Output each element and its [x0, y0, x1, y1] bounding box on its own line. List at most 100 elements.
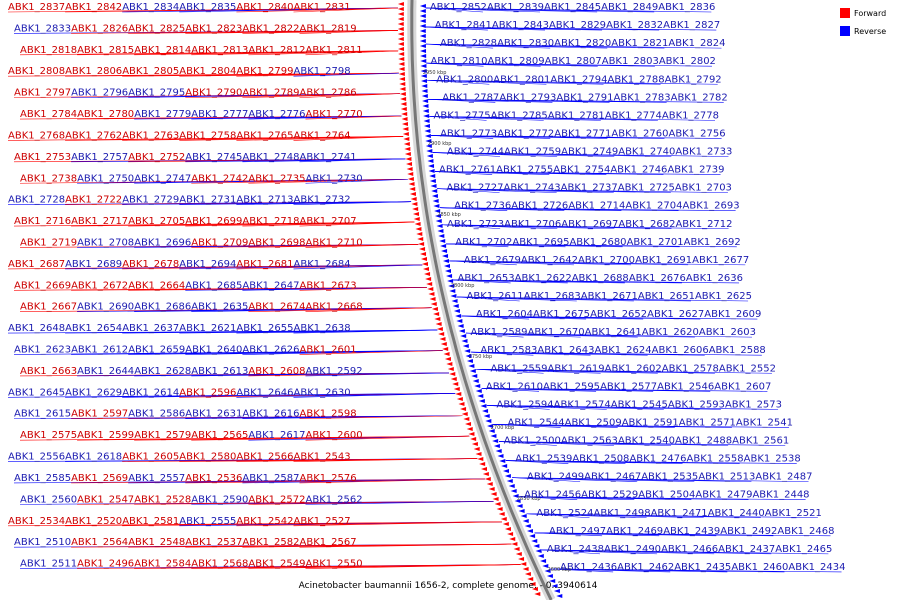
reverse-gene-arrow — [425, 139, 432, 143]
connector-line — [432, 152, 729, 157]
forward-gene-arrow — [434, 317, 441, 321]
reverse-gene-arrow — [451, 299, 458, 303]
gene-label: ABK1_2583 — [480, 345, 537, 356]
forward-gene-arrow — [421, 262, 428, 266]
gene-label: ABK1_2760 — [611, 128, 668, 139]
gene-label: ABK1_2618 — [65, 452, 122, 463]
forward-gene-arrow — [486, 482, 493, 486]
gene-label: ABK1_2807 — [545, 56, 602, 67]
gene-label: ABK1_2684 — [294, 259, 351, 270]
forward-gene-arrow — [399, 82, 406, 86]
gene-label: ABK1_2621 — [179, 323, 236, 334]
gene-label: ABK1_2812 — [248, 45, 305, 56]
forward-gene-arrow — [452, 382, 459, 386]
forward-gene-arrow — [518, 557, 525, 561]
reverse-gene-arrow — [430, 184, 437, 188]
connector-line — [293, 329, 438, 334]
reverse-gene-arrow — [492, 439, 499, 443]
gene-label: ABK1_2672 — [71, 280, 128, 291]
forward-gene-arrow — [404, 152, 411, 156]
gene-label: ABK1_2843 — [492, 20, 549, 31]
reverse-gene-arrow — [514, 499, 521, 503]
gene-label: ABK1_2776 — [248, 109, 305, 120]
gene-label: ABK1_2437 — [718, 544, 775, 555]
connector-line — [481, 388, 768, 392]
gene-label: ABK1_2682 — [618, 219, 675, 230]
gene-label: ABK1_2571 — [679, 417, 736, 428]
connector-line — [299, 221, 415, 227]
reverse-gene-arrow — [419, 19, 426, 23]
gene-label: ABK1_2462 — [617, 562, 674, 573]
reverse-gene-arrow — [524, 524, 531, 528]
connector-line — [299, 478, 485, 484]
gene-label: ABK1_2587 — [242, 473, 299, 484]
gene-label: ABK1_2707 — [300, 216, 357, 227]
gene-label: ABK1_2602 — [605, 363, 662, 374]
forward-gene-arrow — [402, 132, 409, 136]
gene-label: ABK1_2800 — [436, 74, 493, 85]
forward-gene-arrow — [423, 267, 430, 271]
gene-label: ABK1_2756 — [668, 128, 725, 139]
gene-label: ABK1_2434 — [788, 562, 845, 573]
gene-label: ABK1_2697 — [561, 219, 618, 230]
forward-gene-arrow — [397, 7, 404, 11]
gene-label: ABK1_2788 — [607, 74, 664, 85]
gene-label: ABK1_2772 — [497, 128, 554, 139]
forward-gene-arrow — [407, 172, 414, 176]
gene-label: ABK1_2669 — [14, 280, 71, 291]
gene-label: ABK1_2705 — [128, 216, 185, 227]
reverse-gene-arrow — [516, 504, 523, 508]
reverse-gene-arrow — [465, 354, 472, 358]
gene-label: ABK1_2652 — [590, 309, 647, 320]
reverse-gene-arrow — [462, 344, 469, 348]
connector-line — [429, 116, 716, 121]
forward-gene-arrow — [511, 542, 518, 546]
gene-label: ABK1_2552 — [719, 363, 776, 374]
gene-label: ABK1_2777 — [191, 109, 248, 120]
gene-label: ABK1_2580 — [179, 452, 236, 463]
connector-line — [425, 7, 712, 13]
gene-label: ABK1_2686 — [134, 302, 191, 313]
gene-label: ABK1_2561 — [732, 436, 789, 447]
gene-label: ABK1_2687 — [8, 259, 65, 270]
gene-label: ABK1_2675 — [533, 309, 590, 320]
forward-gene-arrow — [534, 592, 541, 596]
forward-gene-arrow — [401, 122, 408, 126]
gene-label: ABK1_2609 — [704, 309, 761, 320]
gene-label: ABK1_2722 — [65, 195, 122, 206]
legend-forward-swatch — [840, 8, 850, 18]
forward-gene-arrow — [490, 492, 497, 496]
gene-label: ABK1_2691 — [635, 255, 692, 266]
gene-label: ABK1_2435 — [674, 562, 731, 573]
gene-label: ABK1_2818 — [20, 45, 77, 56]
connector-line — [471, 351, 762, 356]
gene-label: ABK1_2556 — [8, 452, 65, 463]
forward-gene-arrow — [492, 497, 499, 501]
gene-label: ABK1_2765 — [236, 130, 293, 141]
gene-label: ABK1_2728 — [8, 195, 65, 206]
gene-label: ABK1_2748 — [242, 152, 299, 163]
gene-label: ABK1_2759 — [504, 147, 561, 158]
kbp-ticks: 2950 kbp 2900 kbp 2850 kbp 2800 kbp 2750 kbp… — [423, 70, 571, 573]
reverse-gene-arrow — [546, 574, 553, 578]
reverse-gene-arrow — [477, 394, 484, 398]
reverse-gene-arrow — [419, 9, 426, 13]
forward-gene-arrow — [498, 512, 505, 516]
forward-gene-arrow — [410, 197, 417, 201]
forward-gene-arrow — [531, 587, 538, 591]
forward-gene-arrow — [400, 107, 407, 111]
reverse-gene-arrow — [497, 454, 504, 458]
gene-label: ABK1_2791 — [556, 92, 613, 103]
left-gene-labels: ABK1_2837 ABK1_2842 ABK1_2834 ABK1_2835 ABK1… — [8, 2, 363, 570]
gene-label: ABK1_2513 — [698, 472, 755, 483]
forward-gene-arrow — [424, 272, 431, 276]
reverse-gene-arrow — [420, 74, 427, 78]
connector-line — [242, 93, 400, 98]
tick-label: 2750 kbp — [469, 354, 493, 360]
gene-label: ABK1_2620 — [642, 327, 699, 338]
tick-label: 2700 kbp — [491, 425, 515, 431]
gene-label: ABK1_2700 — [578, 255, 635, 266]
gene-label: ABK1_2663 — [20, 366, 77, 377]
gene-label: ABK1_2568 — [191, 559, 248, 570]
gene-label: ABK1_2709 — [191, 237, 248, 248]
